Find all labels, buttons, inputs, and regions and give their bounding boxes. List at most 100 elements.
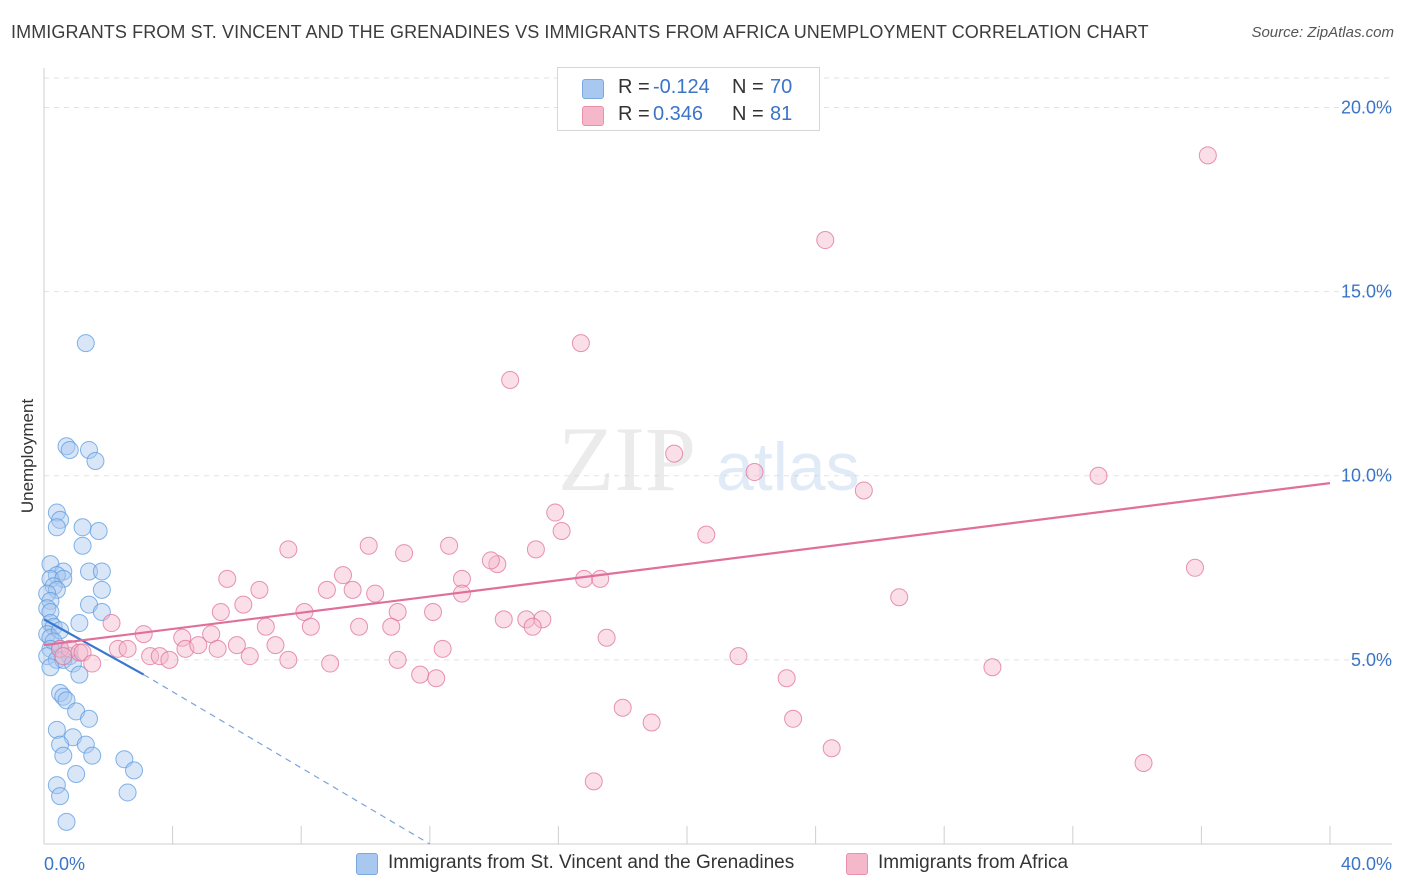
series-vincent — [38, 334, 144, 831]
point-africa — [584, 772, 603, 791]
point-vincent — [60, 440, 79, 459]
point-africa — [279, 540, 298, 559]
point-vincent — [47, 776, 66, 795]
point-africa — [697, 525, 716, 544]
point-vincent — [51, 787, 70, 806]
point-africa — [546, 503, 565, 522]
y-tick-label: 10.0% — [1341, 466, 1392, 486]
r-value: -0.124 — [653, 76, 710, 98]
point-africa — [854, 481, 873, 500]
point-vincent — [89, 521, 108, 540]
y-tick-label: 20.0% — [1341, 97, 1392, 117]
point-vincent — [41, 658, 60, 677]
point-africa — [173, 628, 192, 647]
stats-swatch-africa — [582, 106, 604, 126]
watermark: ZIP atlas — [558, 408, 860, 510]
x-tick-label: 40.0% — [1341, 854, 1392, 874]
point-africa — [665, 444, 684, 463]
point-vincent — [47, 720, 66, 739]
point-africa — [108, 639, 127, 658]
point-africa — [745, 463, 764, 482]
point-africa — [321, 654, 340, 673]
point-vincent — [73, 536, 92, 555]
point-africa — [533, 610, 552, 629]
series-africa — [51, 146, 1217, 791]
point-africa — [359, 536, 378, 555]
trend-line-vincent — [43, 618, 145, 676]
point-vincent — [57, 437, 76, 456]
n-value: 70 — [770, 76, 793, 98]
point-africa — [395, 544, 414, 563]
point-africa — [343, 580, 362, 599]
n-label: N = — [732, 76, 764, 98]
source-label: Source: ZipAtlas.com — [1251, 24, 1394, 41]
point-africa — [501, 370, 520, 389]
point-africa — [250, 580, 269, 599]
point-africa — [890, 588, 909, 607]
point-africa — [118, 639, 137, 658]
point-africa — [266, 636, 285, 655]
point-africa — [1198, 146, 1217, 165]
point-vincent — [54, 569, 73, 588]
point-vincent — [73, 518, 92, 537]
point-africa — [234, 595, 253, 614]
point-vincent — [92, 562, 111, 581]
point-vincent — [38, 599, 57, 618]
point-africa — [427, 669, 446, 688]
stats-swatch-vincent — [582, 79, 604, 99]
watermark-atlas: atlas — [716, 429, 860, 505]
point-vincent — [54, 687, 73, 706]
point-vincent — [76, 334, 95, 353]
point-vincent — [80, 709, 99, 728]
point-vincent — [67, 765, 86, 784]
point-vincent — [51, 735, 70, 754]
point-vincent — [54, 746, 73, 765]
point-vincent — [125, 761, 144, 780]
point-africa — [102, 614, 121, 633]
axes — [43, 68, 1392, 845]
point-africa — [256, 617, 275, 636]
point-africa — [227, 636, 246, 655]
point-africa — [481, 551, 500, 570]
point-africa — [822, 739, 841, 758]
trend-extension-vincent — [143, 674, 431, 845]
point-vincent — [47, 580, 66, 599]
point-africa — [160, 650, 179, 669]
chart-title: IMMIGRANTS FROM ST. VINCENT AND THE GREN… — [11, 22, 1149, 42]
point-africa — [1185, 558, 1204, 577]
point-vincent — [51, 684, 70, 703]
point-africa — [189, 636, 208, 655]
point-africa — [440, 536, 459, 555]
point-vincent — [70, 665, 89, 684]
trend-line-africa — [43, 482, 1331, 647]
y-tick-label: 5.0% — [1351, 650, 1392, 670]
point-vincent — [80, 440, 99, 459]
point-africa — [983, 658, 1002, 677]
point-vincent — [47, 518, 66, 537]
point-africa — [642, 713, 661, 732]
r-value: 0.346 — [653, 103, 704, 125]
point-vincent — [86, 452, 105, 470]
legend-label-africa: Immigrants from Africa — [878, 852, 1069, 873]
point-africa — [777, 669, 796, 688]
watermark-zip: ZIP — [558, 408, 696, 510]
tick-labels: 5.0% 10.0% 15.0% 20.0% 0.0% 40.0% — [44, 97, 1392, 874]
legend-swatch-africa — [846, 853, 868, 875]
point-africa — [784, 709, 803, 728]
point-africa — [729, 647, 748, 666]
n-label: N = — [732, 103, 764, 125]
point-vincent — [118, 783, 137, 802]
point-africa — [1089, 466, 1108, 485]
point-africa — [1134, 753, 1153, 772]
point-africa — [388, 650, 407, 669]
point-africa — [211, 602, 230, 621]
point-vincent — [76, 735, 95, 754]
point-africa — [218, 569, 237, 588]
x-tick-label: 0.0% — [44, 854, 85, 874]
y-tick-label: 15.0% — [1341, 282, 1392, 302]
point-africa — [301, 617, 320, 636]
point-africa — [494, 610, 513, 629]
point-africa — [141, 647, 160, 666]
point-africa — [571, 334, 590, 353]
